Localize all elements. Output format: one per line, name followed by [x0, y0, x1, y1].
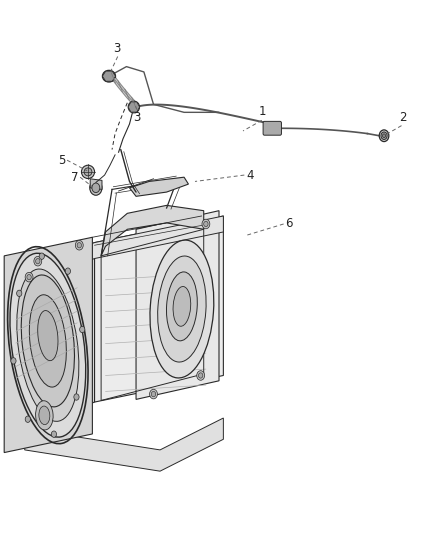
Ellipse shape — [150, 389, 157, 399]
Text: 3: 3 — [133, 111, 141, 124]
Text: 6: 6 — [286, 217, 293, 230]
Text: 4: 4 — [246, 168, 254, 182]
Ellipse shape — [105, 72, 113, 79]
Ellipse shape — [379, 130, 389, 142]
Ellipse shape — [10, 253, 86, 437]
Ellipse shape — [198, 373, 203, 378]
Ellipse shape — [128, 101, 140, 113]
Polygon shape — [25, 216, 223, 285]
Ellipse shape — [90, 180, 102, 195]
Ellipse shape — [35, 401, 53, 430]
Ellipse shape — [102, 70, 116, 82]
Ellipse shape — [84, 168, 92, 176]
Text: 2: 2 — [399, 111, 406, 124]
Ellipse shape — [34, 256, 42, 266]
Text: 1: 1 — [259, 104, 266, 118]
Ellipse shape — [80, 326, 85, 333]
Polygon shape — [130, 177, 188, 196]
FancyBboxPatch shape — [263, 122, 282, 135]
Ellipse shape — [131, 103, 137, 110]
Ellipse shape — [74, 394, 79, 400]
Ellipse shape — [21, 275, 74, 407]
Polygon shape — [5, 410, 23, 439]
Ellipse shape — [197, 370, 205, 380]
Ellipse shape — [25, 416, 30, 422]
Polygon shape — [136, 211, 219, 399]
Ellipse shape — [158, 256, 206, 362]
Ellipse shape — [39, 253, 44, 260]
Polygon shape — [90, 179, 102, 189]
Ellipse shape — [382, 134, 385, 138]
Ellipse shape — [150, 240, 214, 378]
Ellipse shape — [25, 272, 33, 282]
Ellipse shape — [35, 259, 40, 264]
Ellipse shape — [151, 391, 155, 397]
Ellipse shape — [92, 183, 100, 192]
Text: 3: 3 — [113, 42, 120, 55]
Ellipse shape — [17, 269, 79, 422]
Ellipse shape — [173, 287, 191, 326]
Ellipse shape — [65, 268, 71, 274]
Ellipse shape — [77, 243, 81, 248]
Polygon shape — [95, 216, 223, 402]
Ellipse shape — [166, 272, 197, 341]
Ellipse shape — [51, 431, 57, 438]
Ellipse shape — [11, 358, 16, 364]
Polygon shape — [25, 418, 223, 471]
Ellipse shape — [29, 295, 66, 387]
Polygon shape — [4, 237, 92, 453]
Polygon shape — [25, 243, 95, 429]
Ellipse shape — [75, 240, 83, 250]
Text: 5: 5 — [58, 154, 65, 167]
Text: 7: 7 — [71, 171, 78, 184]
Ellipse shape — [39, 406, 50, 425]
Ellipse shape — [17, 290, 22, 296]
Ellipse shape — [81, 165, 95, 179]
Polygon shape — [102, 71, 116, 81]
Ellipse shape — [202, 219, 210, 229]
Polygon shape — [128, 102, 140, 112]
Ellipse shape — [204, 221, 208, 227]
Ellipse shape — [38, 311, 58, 361]
Ellipse shape — [381, 132, 387, 140]
Polygon shape — [101, 205, 204, 256]
Ellipse shape — [27, 274, 31, 280]
